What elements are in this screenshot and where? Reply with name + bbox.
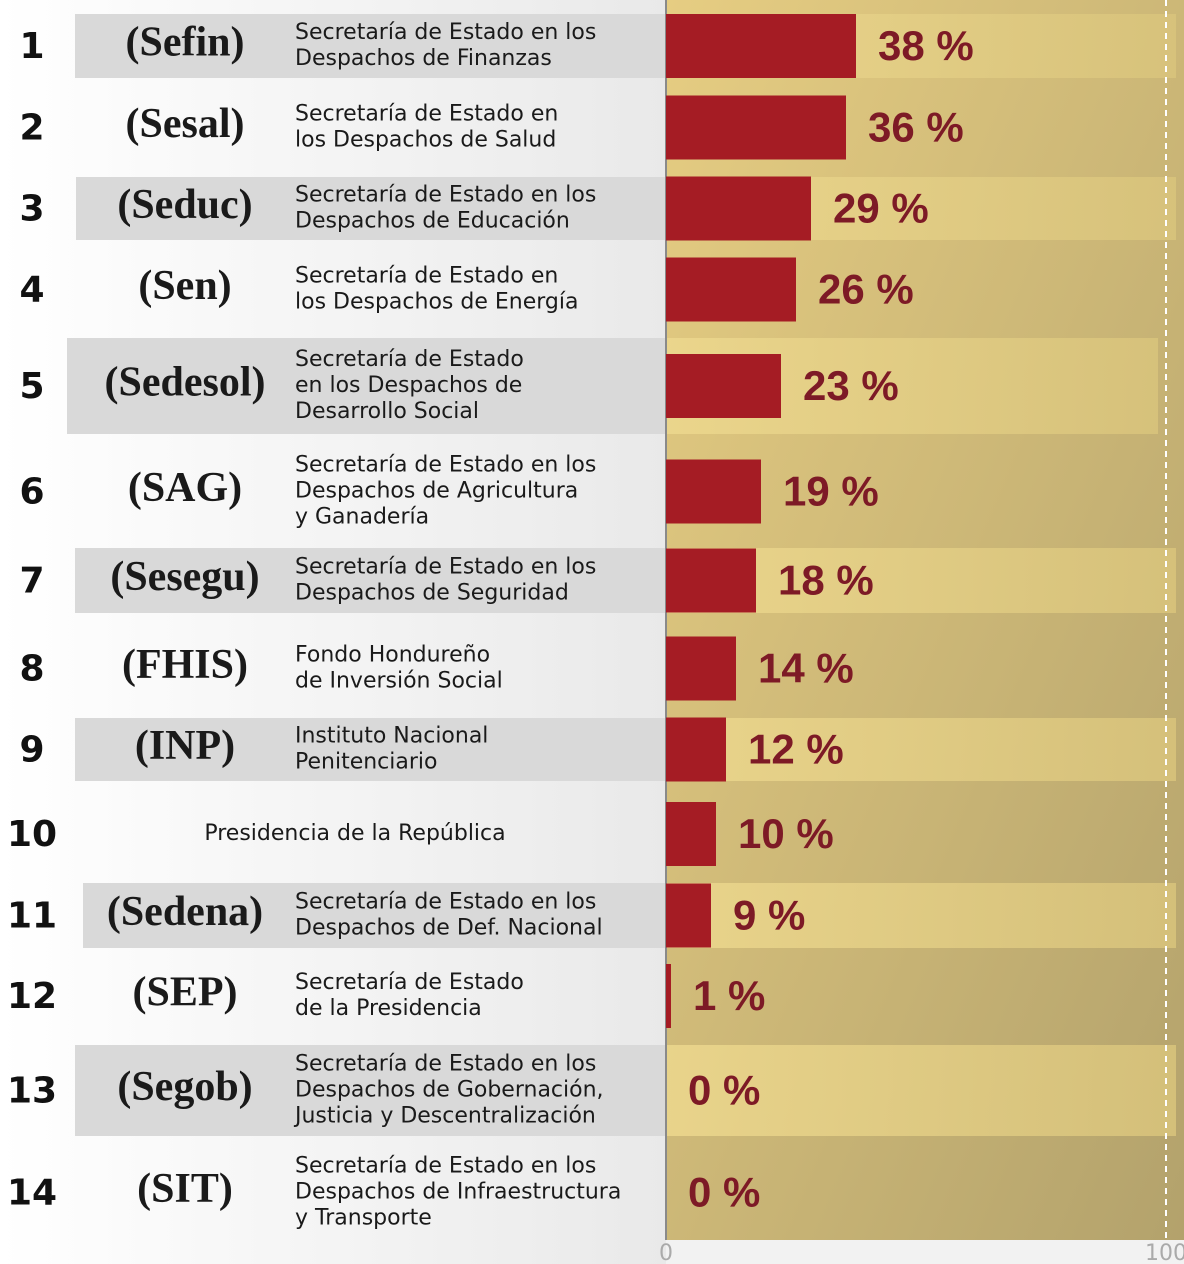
category-label: en los Despachos de [295,373,522,398]
acronym: (Sedena) [107,889,263,935]
category-label: Despachos de Agricultura [295,479,578,504]
bar [666,459,761,524]
row-band [67,338,666,434]
category-label: Secretaría de Estado en los [295,1154,596,1179]
acronym: (INP) [135,723,235,769]
bar [666,717,726,782]
category-label: Secretaría de Estado en los [295,1052,596,1077]
x-tick-label: 0 [659,1241,673,1264]
category-label: Despachos de Infraestructura [295,1180,621,1205]
category-label: Despachos de Finanzas [295,46,552,71]
bar [666,548,756,613]
row-band [76,177,666,240]
value-label: 10 % [738,810,834,857]
category-label: Secretaría de Estado en los [295,453,596,478]
bar [666,176,811,241]
value-label: 0 % [688,1067,760,1114]
bar [666,14,856,78]
value-label: 0 % [688,1169,760,1216]
rank: 9 [19,730,44,771]
value-label: 14 % [758,645,854,692]
category-label: Desarrollo Social [295,399,479,424]
category-label: Fondo Hondureño [295,643,490,668]
category-label: de Inversión Social [295,669,503,694]
row-band [75,548,666,613]
bar [666,354,781,418]
rank: 1 [19,26,44,67]
category-label: Justicia y Descentralización [293,1104,596,1129]
category-label: Secretaría de Estado en [295,264,558,289]
row-band [75,718,666,781]
value-label: 26 % [818,266,914,313]
value-label: 38 % [878,22,974,69]
category-label: Secretaría de Estado [295,347,524,372]
bar [666,95,846,160]
category-label: Secretaría de Estado en los [295,555,596,580]
rank: 7 [19,561,44,602]
value-label: 12 % [748,726,844,773]
acronym: (SEP) [133,970,238,1016]
bar [666,802,716,866]
acronym: (SAG) [128,465,242,511]
category-label: Secretaría de Estado en los [295,20,596,45]
value-label: 1 % [693,972,765,1019]
category-label: los Despachos de Energía [295,290,578,315]
category-label: Secretaría de Estado en los [295,890,596,915]
acronym: (Seduc) [117,182,252,228]
rank: 10 [7,814,57,855]
bar [666,883,711,948]
value-label: 18 % [778,557,874,604]
rank: 12 [7,976,57,1017]
rank: 5 [19,366,44,407]
rank: 2 [19,108,44,149]
acronym: (SIT) [137,1166,233,1212]
category-label: Despachos de Educación [295,209,570,234]
value-label: 19 % [783,468,879,515]
category-label: los Despachos de Salud [295,128,556,153]
plot-band [666,718,1176,781]
category-label: y Transporte [295,1206,432,1231]
row-band [83,883,666,948]
rank: 4 [19,270,44,311]
category-label: y Ganadería [295,505,429,530]
rank: 11 [7,896,57,937]
category-label: Penitenciario [295,750,437,775]
acronym: (Segob) [117,1064,252,1110]
plot-band [666,883,1176,948]
category-label: Despachos de Seguridad [295,581,569,606]
category-label: Instituto Nacional [295,724,488,749]
rank: 13 [7,1071,57,1112]
acronym: (Sesegu) [110,554,259,600]
rank: 6 [19,472,44,513]
acronym: (Sesal) [126,101,245,147]
acronym: (Sedesol) [105,360,266,406]
bar [666,636,736,701]
category-label: Presidencia de la República [204,821,505,846]
row-band [75,1045,666,1136]
value-label: 9 % [733,892,805,939]
acronym: (Sefin) [126,20,245,66]
category-label: Secretaría de Estado [295,970,524,995]
acronym: (Sen) [138,263,231,309]
row-band [75,14,666,78]
bar [666,964,671,1028]
plot-band [666,1045,1176,1136]
value-label: 36 % [868,104,964,151]
rank: 8 [19,649,44,690]
category-label: Despachos de Gobernación, [295,1078,604,1103]
category-label: Secretaría de Estado en los [295,183,596,208]
bar [666,257,796,322]
category-label: Despachos de Def. Nacional [295,916,603,941]
value-label: 23 % [803,362,899,409]
rank: 14 [7,1173,57,1214]
x-tick-label: 100 [1145,1241,1184,1264]
value-label: 29 % [833,185,929,232]
acronym: (FHIS) [122,642,248,688]
category-label: de la Presidencia [295,996,482,1021]
category-label: Secretaría de Estado en [295,102,558,127]
rank: 3 [19,189,44,230]
